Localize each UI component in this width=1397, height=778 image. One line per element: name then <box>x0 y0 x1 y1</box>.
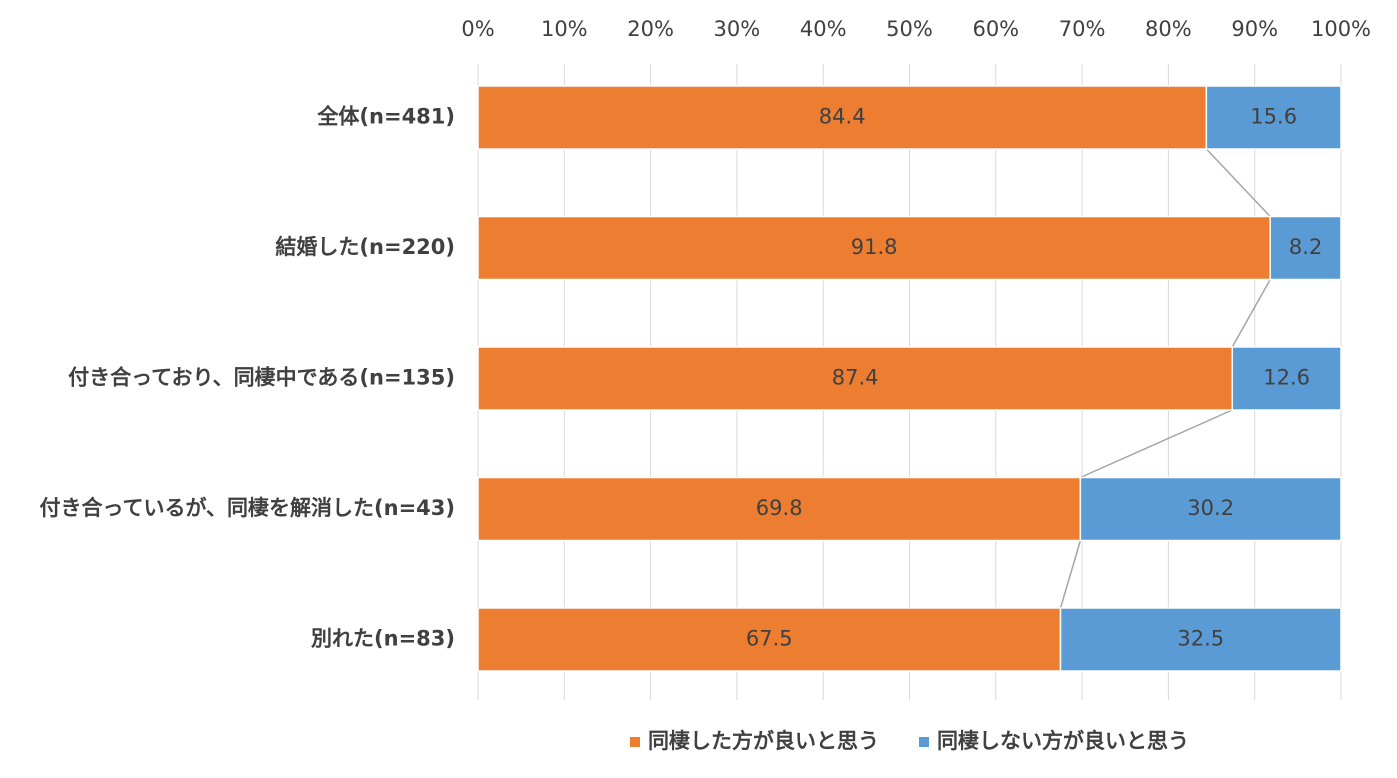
data-label: 15.6 <box>1250 105 1297 129</box>
bar-segment-disagree <box>1269 215 1342 281</box>
legend-swatch <box>919 737 929 747</box>
bar-segment-disagree <box>1059 607 1342 672</box>
data-label: 32.5 <box>1177 627 1224 651</box>
category-label: 結婚した(n=220) <box>275 235 455 259</box>
x-tick-label: 0% <box>461 17 494 41</box>
series-line <box>1080 409 1233 479</box>
legend: 同棲した方が良いと思う 同棲しない方が良いと思う <box>630 729 1189 753</box>
bar-segment-agree <box>477 215 1271 281</box>
legend-swatch <box>630 737 640 747</box>
series-line <box>1059 540 1082 609</box>
data-label: 12.6 <box>1263 366 1310 390</box>
bar-segment-agree <box>477 346 1234 411</box>
bar-segment-disagree <box>1079 476 1342 542</box>
category-labels: 全体(n=481) 結婚した(n=220) 付き合っており、同棲中である(n=135… <box>40 105 456 651</box>
x-tick-label: 10% <box>541 17 588 41</box>
bar-segment-agree <box>477 85 1208 150</box>
category-label: 付き合っており、同棲中である(n=135) <box>68 366 455 390</box>
data-label: 30.2 <box>1187 496 1234 520</box>
data-label: 67.5 <box>746 627 793 651</box>
x-tick-label: 40% <box>800 17 847 41</box>
bar-segment-agree <box>477 607 1062 672</box>
data-label: 91.8 <box>851 235 898 259</box>
series-line <box>1231 279 1271 348</box>
x-tick-label: 100% <box>1311 17 1371 41</box>
x-tick-label: 70% <box>1059 17 1106 41</box>
series-lines <box>1059 148 1271 609</box>
series-line <box>1205 148 1271 218</box>
x-axis-ticks: 0% 10% 20% 30% 40% 50% 60% 70% 80% 90% 100% <box>461 17 1371 41</box>
x-tick-label: 80% <box>1145 17 1192 41</box>
x-tick-label: 50% <box>886 17 933 41</box>
x-tick-label: 20% <box>627 17 674 41</box>
legend-label: 同棲しない方が良いと思う <box>937 729 1189 753</box>
x-tick-label: 90% <box>1231 17 1278 41</box>
bars: 84.4 15.6 91.8 8.2 87.4 12.6 69.8 30.2 67.5 32.5 <box>477 85 1342 672</box>
legend-label: 同棲した方が良いと思う <box>648 729 879 753</box>
x-tick-label: 30% <box>714 17 761 41</box>
data-label: 69.8 <box>756 496 803 520</box>
category-label: 全体(n=481) <box>316 105 455 129</box>
data-label: 84.4 <box>819 105 866 129</box>
data-label: 8.2 <box>1289 235 1322 259</box>
bar-segment-disagree <box>1231 346 1342 411</box>
bar-segment-disagree <box>1205 85 1342 150</box>
category-label: 付き合っているが、同棲を解消した(n=43) <box>40 496 456 520</box>
category-label: 別れた(n=83) <box>311 627 455 651</box>
x-tick-label: 60% <box>972 17 1019 41</box>
bar-segment-agree <box>477 476 1082 542</box>
data-label: 87.4 <box>832 366 879 390</box>
